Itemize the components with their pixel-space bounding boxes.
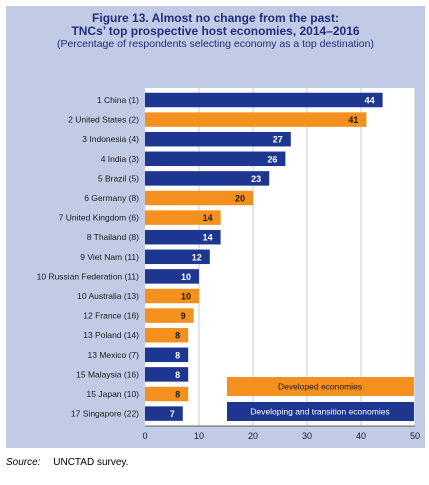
bar-value-label: 26 xyxy=(267,154,277,164)
chart-subtitle: TNCs’ top prospective host economies, 20… xyxy=(71,24,360,38)
category-label: 15 Japan (10) xyxy=(87,389,140,399)
category-label: 6 Germany (8) xyxy=(84,193,139,203)
bar-value-label: 9 xyxy=(181,311,186,321)
bar xyxy=(145,406,183,421)
bar xyxy=(145,288,199,304)
bar xyxy=(145,308,194,323)
bar-value-label: 27 xyxy=(273,135,283,145)
bar xyxy=(145,151,286,167)
legend-swatch xyxy=(227,377,414,396)
category-label: 13 Mexico (7) xyxy=(88,350,140,360)
category-label: 17 Singapore (22) xyxy=(71,409,139,419)
category-label: 3 Indonesia (4) xyxy=(82,134,139,144)
category-label: 15 Malaysia (16) xyxy=(76,369,139,379)
bar-value-label: 7 xyxy=(170,409,175,419)
bar xyxy=(145,386,189,402)
chart-title: Figure 13. Almost no change from the pas… xyxy=(92,11,339,25)
category-label: 8 Thailand (8) xyxy=(87,232,139,242)
source-label: Source: xyxy=(6,457,41,468)
category-label: 7 United Kingdom (6) xyxy=(59,213,139,223)
category-label: 9 Viet Nam (11) xyxy=(80,252,139,262)
source-text: UNCTAD survey. xyxy=(53,457,129,468)
bar-value-label: 20 xyxy=(235,194,245,204)
x-tick-label: 20 xyxy=(248,431,258,441)
x-tick-label: 50 xyxy=(410,431,420,441)
bar-value-label: 41 xyxy=(348,115,358,125)
bar-value-label: 8 xyxy=(175,370,180,380)
legend-label: Developing and transition economies xyxy=(250,407,389,417)
x-tick-label: 30 xyxy=(302,431,312,441)
chart-description: (Percentage of respondents selecting eco… xyxy=(57,38,374,50)
bar xyxy=(145,112,367,127)
bar xyxy=(145,269,199,284)
source-note: Source: UNCTAD survey. xyxy=(6,457,128,468)
bar-value-label: 8 xyxy=(175,331,180,341)
bar-value-label: 10 xyxy=(181,292,191,302)
bar-value-label: 8 xyxy=(175,390,180,400)
bar xyxy=(145,131,291,147)
bar xyxy=(145,190,253,206)
legend-swatch xyxy=(227,402,414,421)
category-label: 13 Poland (14) xyxy=(83,330,139,340)
category-label: 4 India (3) xyxy=(101,154,139,164)
bar-value-label: 23 xyxy=(251,174,261,184)
category-label: 10 Australia (13) xyxy=(77,291,139,301)
bar-value-label: 12 xyxy=(192,252,202,262)
bar-value-label: 44 xyxy=(365,96,375,106)
bar xyxy=(145,171,270,186)
bar-value-label: 14 xyxy=(203,233,213,243)
category-label: 12 France (16) xyxy=(83,311,139,321)
x-tick-label: 0 xyxy=(142,431,147,441)
bar xyxy=(145,210,221,225)
chart-title-block: Figure 13. Almost no change from the pas… xyxy=(6,12,425,51)
category-label: 1 China (1) xyxy=(97,95,139,105)
bar-value-label: 8 xyxy=(175,350,180,360)
x-tick-label: 10 xyxy=(194,431,204,441)
category-label: 2 United States (2) xyxy=(68,115,139,125)
bar xyxy=(145,92,383,108)
bar-value-label: 14 xyxy=(203,213,213,223)
bar xyxy=(145,347,189,363)
bar xyxy=(145,367,189,382)
x-tick-label: 40 xyxy=(356,431,366,441)
bar xyxy=(145,229,221,245)
bar xyxy=(145,327,189,343)
legend-label: Developed economies xyxy=(278,382,362,392)
category-label: 10 Russian Federation (11) xyxy=(37,271,140,281)
bar xyxy=(145,249,210,265)
bar-value-label: 10 xyxy=(181,272,191,282)
category-label: 5 Brazil (5) xyxy=(98,173,139,183)
